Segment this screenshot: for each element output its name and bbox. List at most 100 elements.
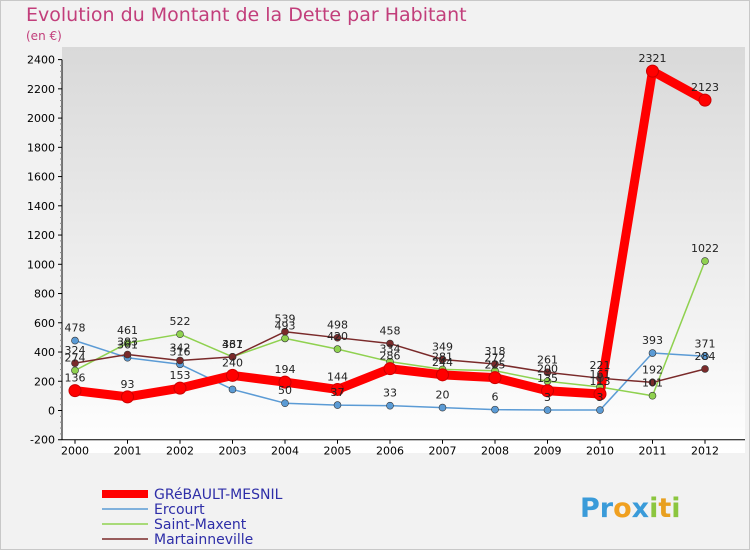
- x-tick-label: 2004: [271, 445, 299, 458]
- data-point: [438, 355, 447, 364]
- data-label: 3: [597, 391, 604, 404]
- data-label: 539: [275, 313, 296, 326]
- data-label: 225: [485, 359, 506, 372]
- data-label: 349: [432, 340, 453, 353]
- data-label: 316: [170, 345, 191, 358]
- data-point: [383, 362, 397, 376]
- data-label: 367: [222, 338, 243, 351]
- data-point: [123, 339, 132, 347]
- data-point: [541, 384, 554, 398]
- x-tick-label: 2012: [691, 445, 719, 458]
- y-tick-label: 1600: [27, 171, 55, 184]
- x-tick-label: 2008: [481, 445, 509, 458]
- data-label: 240: [222, 356, 243, 369]
- data-point: [71, 336, 79, 345]
- x-tick-label: 2011: [639, 445, 667, 458]
- data-label: 2321: [639, 52, 667, 65]
- data-point: [71, 366, 79, 375]
- data-point: [333, 345, 342, 353]
- data-label: 6: [492, 391, 499, 404]
- data-point: [68, 384, 82, 398]
- data-label: 522: [170, 315, 191, 328]
- data-label: 334: [380, 343, 401, 356]
- data-point: [701, 365, 709, 373]
- data-label: 281: [432, 350, 453, 363]
- data-point: [176, 356, 184, 365]
- data-label: 383: [117, 336, 138, 349]
- data-label: 361: [117, 339, 138, 352]
- data-point: [646, 64, 659, 78]
- data-point: [701, 352, 709, 361]
- data-point: [698, 93, 712, 107]
- data-label: 393: [642, 334, 663, 347]
- y-tick-label: -200: [30, 434, 55, 447]
- data-label: 431: [222, 338, 243, 351]
- y-tick-label: 2000: [27, 112, 55, 125]
- x-tick-label: 2003: [219, 445, 247, 458]
- data-point: [593, 387, 607, 401]
- x-tick-label: 2001: [114, 445, 142, 458]
- svg-text:Proxiti: Proxiti: [580, 493, 681, 524]
- data-point: [228, 385, 237, 394]
- data-label: 113: [590, 375, 611, 388]
- y-tick-label: 2400: [27, 54, 55, 67]
- data-label: 274: [65, 351, 86, 364]
- y-tick-label: 1800: [27, 141, 55, 154]
- data-point: [436, 368, 449, 382]
- data-point: [278, 375, 292, 389]
- data-label: 286: [380, 350, 401, 363]
- data-label: 461: [117, 324, 138, 337]
- data-label: 144: [327, 370, 348, 383]
- data-point: [281, 399, 289, 407]
- data-point: [226, 368, 239, 382]
- data-point: [281, 327, 289, 336]
- x-tick-label: 2009: [534, 445, 562, 458]
- data-label: 153: [170, 369, 191, 382]
- x-tick-label: 2005: [324, 445, 352, 458]
- data-point: [333, 333, 342, 342]
- proxiti-logo: Proxiti: [580, 493, 681, 524]
- data-point: [648, 349, 657, 357]
- x-tick-label: 2007: [429, 445, 457, 458]
- y-tick-label: 2200: [27, 83, 55, 96]
- legend-label: Saint-Maxent: [154, 517, 247, 533]
- data-label: 318: [485, 345, 506, 358]
- data-point: [123, 350, 132, 359]
- data-label: 33: [383, 387, 397, 400]
- data-point: [71, 359, 79, 367]
- data-label: 135: [537, 372, 558, 385]
- data-label: 93: [121, 378, 135, 391]
- data-label: 493: [275, 319, 296, 332]
- data-point: [648, 378, 657, 387]
- data-label: 261: [537, 353, 558, 366]
- chart-subtitle: (en €): [26, 29, 62, 43]
- data-label: 478: [65, 322, 86, 335]
- data-label: 284: [695, 350, 716, 363]
- data-point: [173, 381, 187, 395]
- data-label: 498: [327, 319, 348, 332]
- data-point: [543, 368, 552, 377]
- data-point: [176, 330, 184, 338]
- legend-label: Ercourt: [154, 502, 205, 518]
- data-label: 272: [485, 352, 506, 365]
- data-point: [333, 401, 342, 409]
- data-point: [491, 405, 499, 414]
- data-point: [228, 353, 237, 361]
- legend: GRéBAULT-MESNILErcourtSaint-MaxentMartai…: [102, 487, 283, 548]
- data-point: [596, 406, 604, 414]
- y-tick-label: 1200: [27, 229, 55, 242]
- data-label: 420: [327, 330, 348, 343]
- axes: -200 0 200 400 600 800 1000 1200 1400 1600 1800 200…: [27, 54, 745, 458]
- data-label: 192: [642, 363, 663, 376]
- data-label: 244: [432, 356, 453, 369]
- data-label: 50: [278, 384, 292, 397]
- y-tick-label: 0: [48, 405, 55, 418]
- series-points: [68, 64, 712, 414]
- data-label: 161: [590, 368, 611, 381]
- data-label: 458: [380, 325, 401, 338]
- data-labels: 136 93 153 240 194 144 286 244 225 135 113 2321 2123…: [65, 52, 720, 404]
- data-label: 101: [642, 377, 663, 390]
- data-point: [281, 334, 289, 343]
- data-label: 20: [436, 389, 450, 402]
